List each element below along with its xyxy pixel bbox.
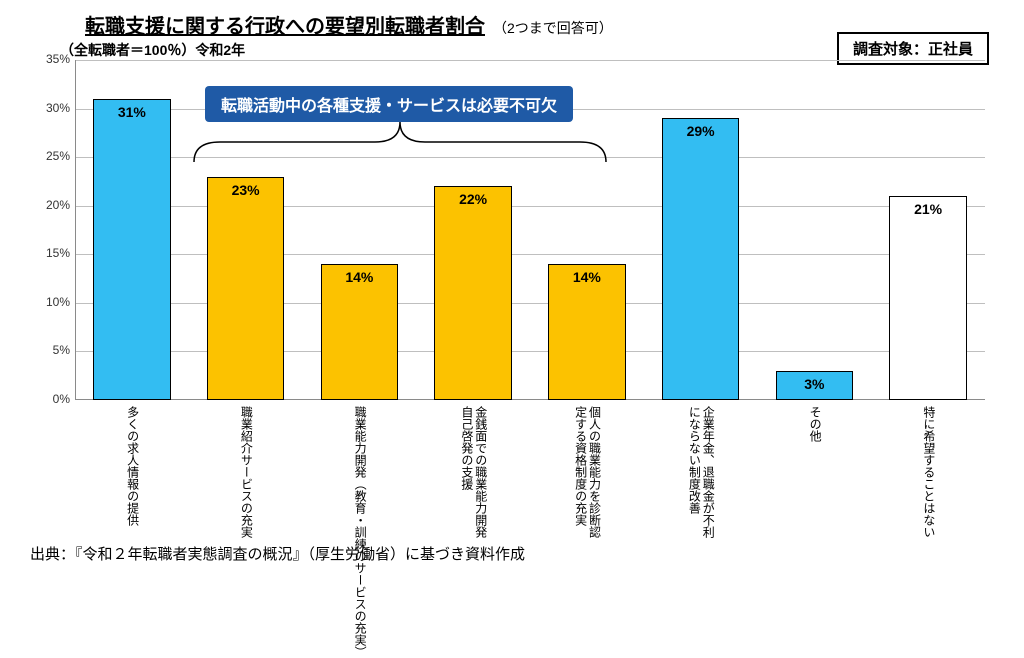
x-category-label: 個人の職業能力を診断認定する資格制度の充実 [573, 406, 601, 538]
bar-value-label: 22% [435, 191, 510, 207]
y-tick-label: 30% [40, 101, 70, 115]
bar-value-label: 3% [777, 376, 852, 392]
x-category-label: 金銭面での職業能力開発自己啓発の支援 [459, 406, 487, 538]
bar: 22% [434, 186, 511, 400]
bar-value-label: 21% [890, 201, 965, 217]
x-category-label: その他 [807, 406, 821, 442]
x-category-label: 職業能力開発（教育・訓練のサービスの充実） [352, 406, 366, 658]
y-tick-label: 25% [40, 149, 70, 163]
x-category-label: 職業紹介サービスの充実 [239, 406, 253, 538]
y-tick-label: 5% [40, 343, 70, 357]
bar: 14% [321, 264, 398, 400]
bar-value-label: 23% [208, 182, 283, 198]
bar-value-label: 29% [663, 123, 738, 139]
callout-box: 転職活動中の各種支援・サービスは必要不可欠 [205, 86, 573, 122]
bar: 29% [662, 118, 739, 400]
y-tick-label: 10% [40, 295, 70, 309]
bar-value-label: 14% [549, 269, 624, 285]
bar-value-label: 31% [94, 104, 169, 120]
source-citation: 出典：『令和２年転職者実態調査の概況』（厚生労働省）に基づき資料作成 [30, 543, 525, 564]
bar: 21% [889, 196, 966, 400]
bar: 14% [548, 264, 625, 400]
x-category-label: 企業年金、退職金が不利にならない制度改善 [687, 406, 715, 538]
bar: 31% [93, 99, 170, 400]
x-category-label: 多くの求人情報の提供 [125, 406, 139, 526]
title-note: （2つまで回答可） [493, 18, 613, 38]
bar-value-label: 14% [322, 269, 397, 285]
x-category-label: 特に希望することはない [921, 406, 935, 538]
y-tick-label: 35% [40, 52, 70, 66]
bar: 3% [776, 371, 853, 400]
bar: 23% [207, 177, 284, 400]
chart-title: 転職支援に関する行政への要望別転職者割合 [85, 10, 485, 39]
y-tick-label: 20% [40, 198, 70, 212]
y-tick-label: 15% [40, 246, 70, 260]
y-tick-label: 0% [40, 392, 70, 406]
